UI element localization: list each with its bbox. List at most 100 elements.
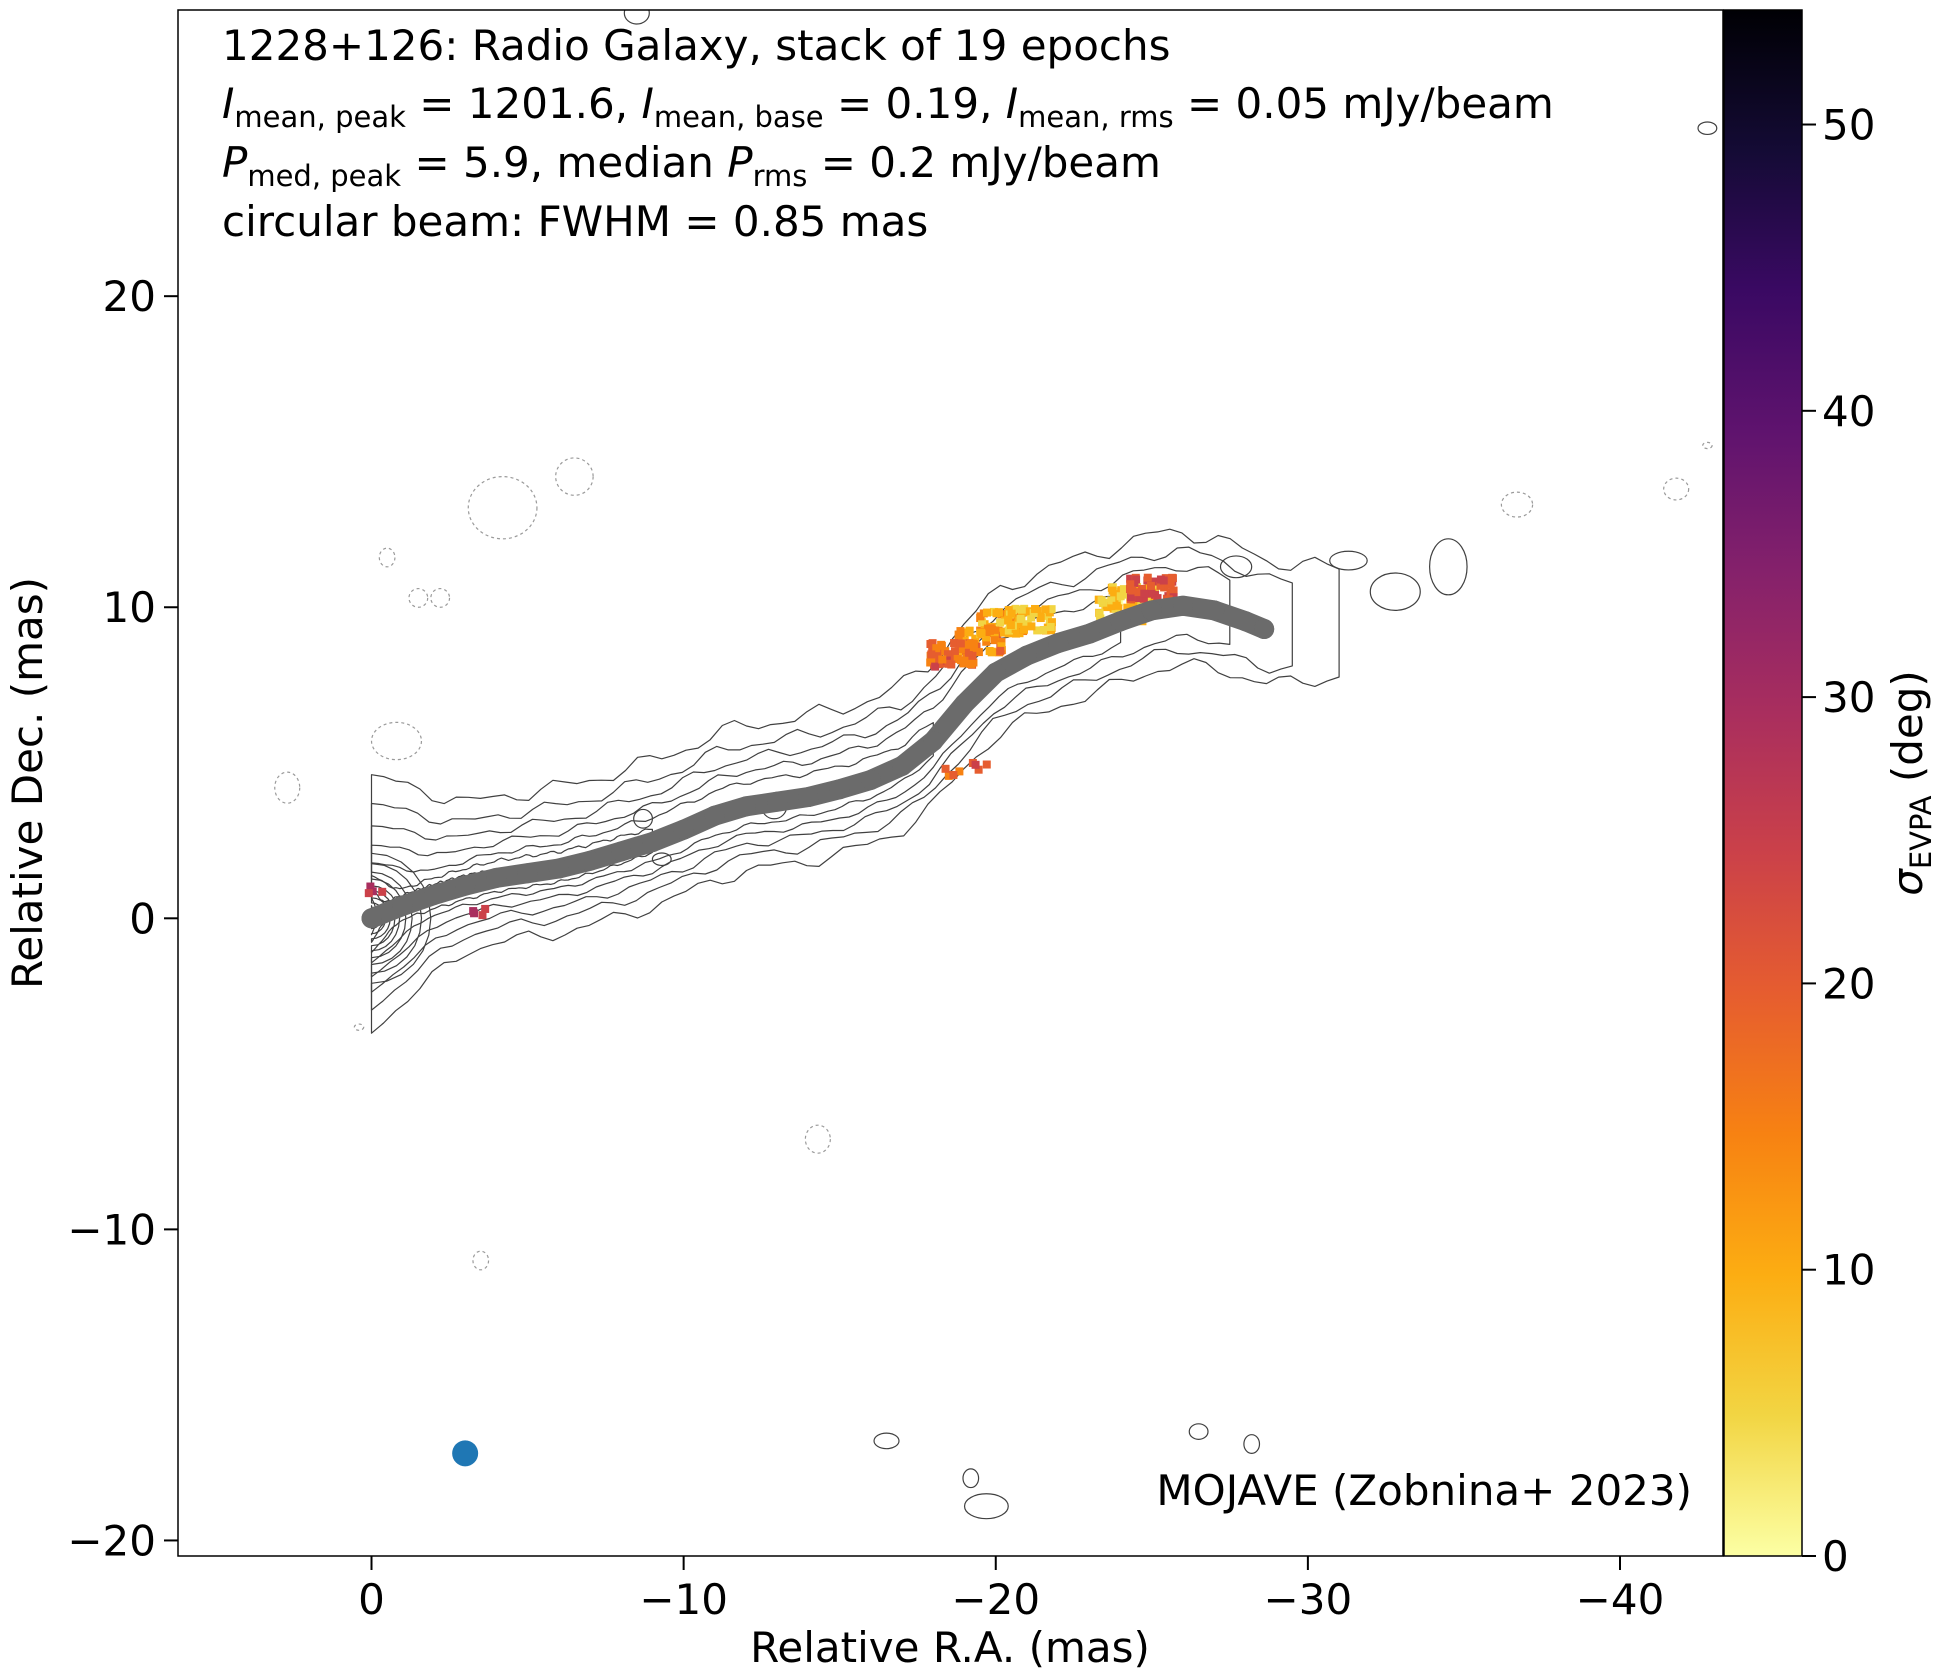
polarization-pixel (1107, 602, 1116, 611)
polarization-pixel (1147, 589, 1156, 598)
negative-contour-blob (804, 1124, 831, 1154)
polarization-pixel (1134, 588, 1143, 597)
polarization-pixel (1108, 586, 1117, 595)
polarization-pixel (997, 637, 1006, 646)
ridgeline-point (580, 850, 600, 871)
polarization-pixel (934, 648, 943, 657)
y-tick-label: −10 (67, 1205, 156, 1254)
polarization-pixel (1128, 586, 1137, 595)
colorbar-tick-label: 40 (1822, 387, 1875, 436)
polarization-pixel (1023, 607, 1032, 616)
polarization-pixel (1007, 609, 1016, 618)
polarization-pixel (1096, 614, 1105, 623)
polarization-pixel (1143, 573, 1152, 582)
polarization-pixel (1004, 626, 1013, 635)
polarization-pixel (937, 641, 946, 650)
polarization-pixel (1126, 593, 1135, 602)
polarization-pixel (1019, 625, 1028, 634)
negative-contour-blob (1500, 491, 1534, 518)
polarization-pixel (1159, 576, 1168, 585)
polarization-pixel (1153, 594, 1162, 603)
polarization-pixel (478, 911, 487, 920)
polarization-pixel (944, 659, 953, 668)
polarization-pixel (956, 629, 965, 638)
polarization-pixel (954, 634, 963, 643)
ridgeline-point (1235, 611, 1256, 632)
polarization-pixel (992, 609, 1001, 618)
polarization-pixel (974, 765, 983, 774)
polarization-pixel (932, 644, 941, 653)
colorbar-tick-label: 50 (1822, 101, 1875, 150)
polarization-pixel (1017, 605, 1026, 614)
polarization-pixel (928, 645, 937, 654)
polarization-pixel (990, 636, 999, 645)
polarization-pixel (1166, 588, 1175, 597)
ridgeline-point (1016, 645, 1037, 666)
negative-contour-blob (370, 721, 423, 761)
polarization-pixel (1148, 595, 1157, 604)
polarization-pixel (1095, 609, 1104, 618)
ridgeline-point (642, 832, 663, 853)
polarization-pixel (1033, 626, 1042, 635)
polarization-pixel (1027, 622, 1036, 631)
colorbar-tick-label: 10 (1822, 1246, 1875, 1295)
credit-label: MOJAVE (Zobnina+ 2023) (1156, 1466, 1692, 1515)
polarization-pixel (1036, 614, 1045, 623)
polarization-pixel (1102, 603, 1111, 612)
polarization-pixel (983, 608, 992, 617)
ridgeline-point (1254, 619, 1275, 640)
ridgeline-point (954, 693, 975, 714)
polarization-pixel (1029, 609, 1038, 618)
ridgeline-point (985, 662, 1006, 683)
ridgeline-point (611, 841, 632, 862)
contour-blob (963, 1493, 1009, 1520)
ridgeline-point (486, 867, 507, 888)
y-tick-label: 0 (129, 894, 156, 943)
contour-blob (1243, 1434, 1261, 1454)
polarization-pixel (364, 889, 373, 898)
ridgeline-point (673, 819, 694, 840)
polarization-pixel (1097, 596, 1106, 605)
colorbar (1723, 9, 1803, 1557)
polarization-pixel (982, 760, 991, 769)
polarization-pixel (977, 629, 986, 638)
polarization-pixel (1039, 626, 1048, 635)
y-tick-label: 20 (103, 272, 156, 321)
polarization-pixel (982, 637, 991, 646)
polarization-pixel (927, 656, 936, 665)
polarization-pixel (976, 612, 985, 621)
polarization-pixel (943, 650, 952, 659)
x-tick-label: 0 (358, 1575, 385, 1624)
polarization-pixel (949, 770, 958, 779)
polarization-pixel (1107, 596, 1116, 605)
ridgeline-point (1048, 633, 1069, 654)
ridgeline-point (829, 779, 850, 800)
polarization-pixel (1011, 604, 1020, 613)
beam-marker (452, 1440, 479, 1467)
polarization-pixel (1119, 585, 1128, 594)
ridgeline-point (361, 908, 382, 929)
polarization-pixel (974, 648, 983, 657)
title-line-3: Pmed, peak = 5.9, median Prms = 0.2 mJy/… (222, 138, 1161, 193)
negative-contour-blob (467, 475, 538, 540)
polarization-pixel (962, 640, 971, 649)
polarization-pixel (927, 650, 936, 659)
negative-contour-blob (353, 1023, 365, 1031)
polarization-pixel (1031, 604, 1040, 613)
polarization-pixel (1166, 580, 1175, 589)
y-axis-label: Relative Dec. (mas) (3, 577, 52, 989)
ridgeline-point (548, 858, 569, 879)
negative-contour-blob (472, 1250, 490, 1271)
polarization-pixel (931, 662, 940, 671)
polarization-pixel (978, 618, 987, 627)
polarization-pixel (1168, 573, 1177, 582)
polarization-pixel (1015, 629, 1024, 638)
contour-level (370, 828, 653, 954)
polarization-pixel (971, 634, 980, 643)
polarization-pixel (366, 882, 375, 891)
polarization-pixel (1126, 574, 1135, 583)
ridgeline-point (1173, 595, 1194, 616)
negative-contour-blob (274, 771, 301, 804)
polarization-pixel (1027, 613, 1036, 622)
